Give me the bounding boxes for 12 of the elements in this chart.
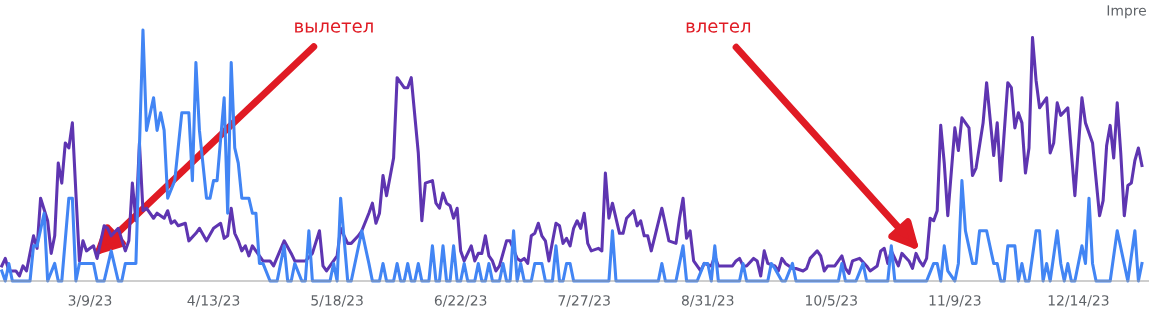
annotation: вылетел: [295, 22, 373, 33]
x-tick-label: 6/22/23: [434, 295, 487, 307]
x-tick-label: 3/9/23: [68, 295, 112, 307]
text: Impre: [1107, 5, 1146, 19]
x-tick-label: 10/5/23: [806, 295, 857, 307]
x-tick-label: 11/9/23: [929, 295, 981, 307]
x-tick-label: 4/13/23: [187, 295, 240, 307]
x-tick-label: 8/31/23: [681, 295, 734, 307]
x-tick-label: 5/18/23: [311, 295, 363, 307]
x-tick-label: 12/14/23: [1048, 295, 1109, 307]
annotation: влетел: [686, 22, 751, 33]
x-tick-label: 7/27/23: [558, 295, 610, 307]
